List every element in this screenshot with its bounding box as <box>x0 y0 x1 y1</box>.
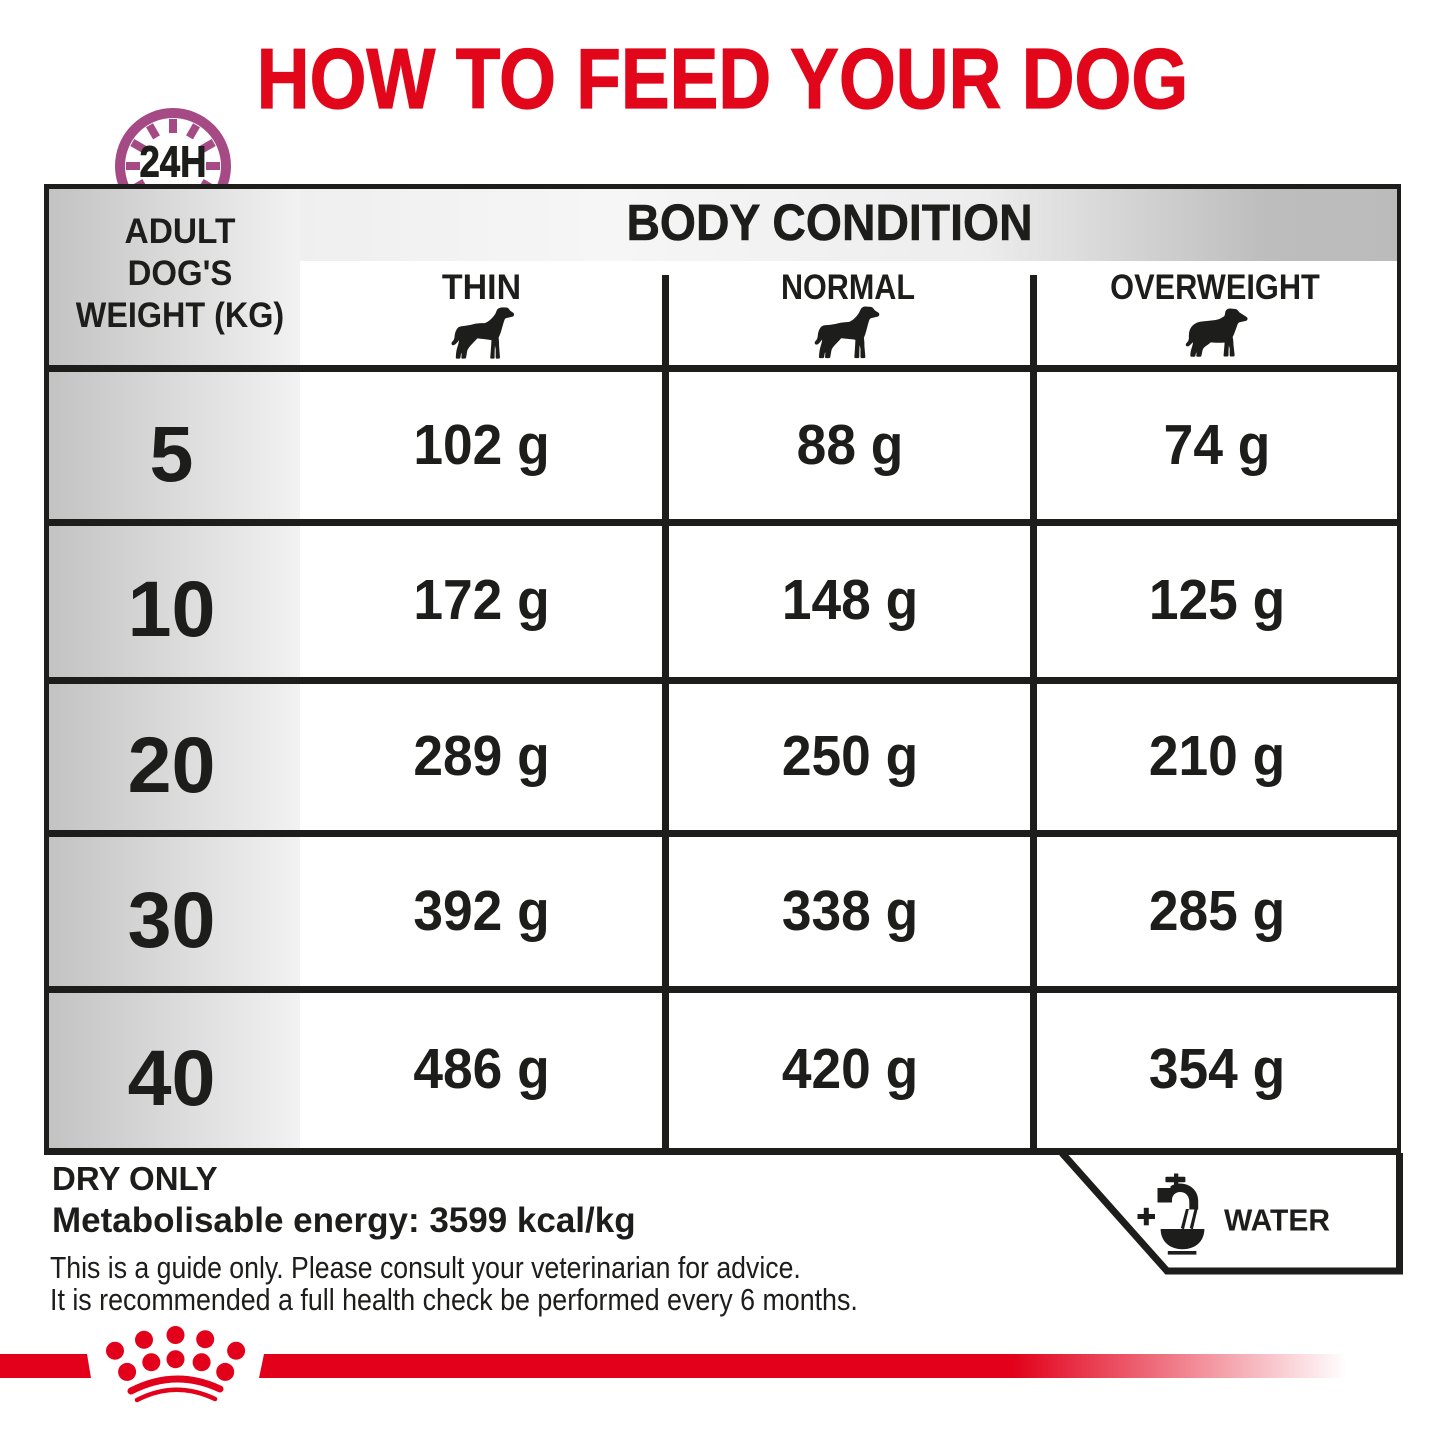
svg-text:WATER: WATER <box>1224 1203 1330 1238</box>
svg-text:24H: 24H <box>140 138 207 185</box>
